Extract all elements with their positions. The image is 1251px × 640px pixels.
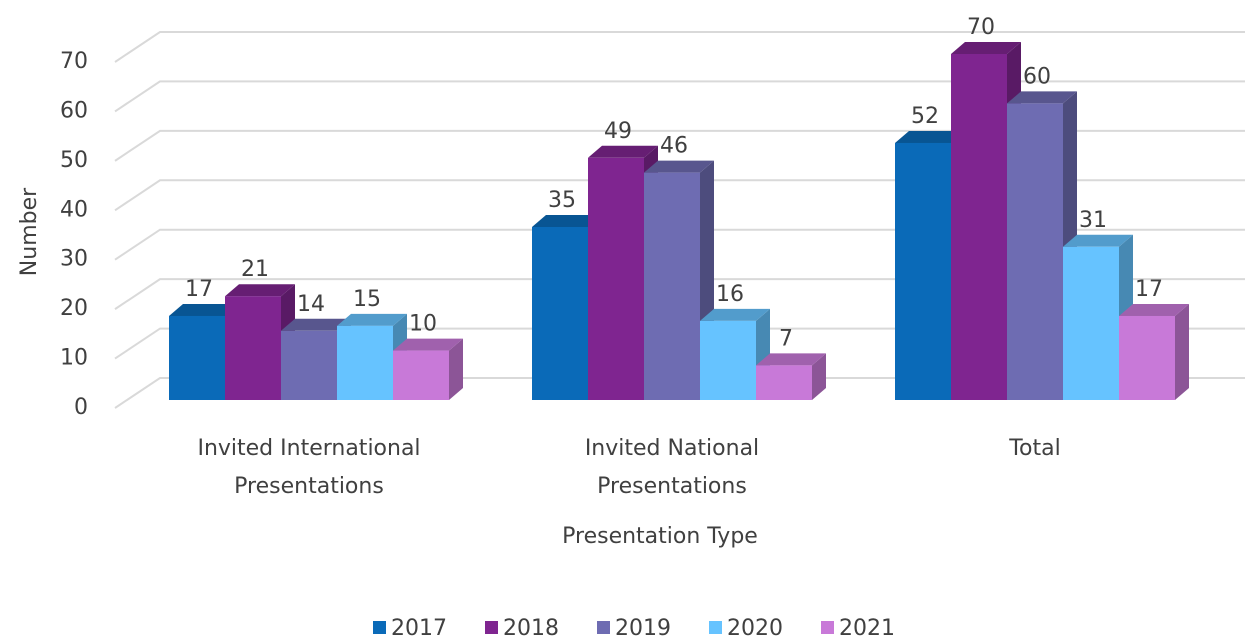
data-label: 52 — [911, 104, 939, 129]
bar-face — [225, 296, 281, 400]
bar-face — [812, 353, 826, 400]
bar-face — [951, 54, 1007, 400]
bar-face — [449, 338, 463, 400]
y-tick-label: 50 — [60, 148, 88, 173]
legend-label: 2021 — [839, 616, 895, 640]
legend-label: 2018 — [503, 616, 559, 640]
grid-line — [114, 327, 1245, 360]
y-tick-label: 70 — [60, 49, 88, 74]
bar-face — [756, 365, 812, 400]
grid-line — [114, 377, 1245, 409]
legend-swatch — [821, 621, 834, 634]
data-label: 14 — [297, 292, 325, 317]
data-label: 10 — [409, 312, 437, 337]
bar-face — [895, 130, 965, 143]
x-tick-label: Invited National Presentations — [584, 436, 760, 499]
grid-line — [114, 129, 1245, 162]
x-axis-title: Presentation Type — [562, 524, 758, 549]
data-label: 16 — [716, 282, 744, 307]
bar-face — [588, 157, 644, 400]
data-label: 46 — [660, 134, 688, 159]
bar — [1119, 303, 1189, 400]
data-label: 31 — [1079, 208, 1107, 233]
y-tick-label: 10 — [60, 346, 88, 371]
bar-face — [700, 308, 770, 321]
data-label: 35 — [548, 188, 576, 213]
data-label: 15 — [353, 287, 381, 312]
data-label: 60 — [1023, 64, 1051, 89]
y-tick-label: 20 — [60, 296, 88, 321]
bar-face — [281, 318, 351, 331]
bar-face — [1063, 234, 1133, 247]
data-label: 70 — [967, 15, 995, 40]
grid-line — [114, 80, 1245, 113]
bar-face — [951, 42, 1021, 54]
bar-face — [895, 142, 951, 400]
data-label: 49 — [604, 119, 632, 144]
grid-line — [114, 278, 1245, 310]
x-tick-label: Invited International Presentations — [197, 436, 421, 499]
grid-line — [114, 228, 1245, 261]
bar-face — [393, 350, 449, 400]
y-tick-label: 60 — [60, 98, 88, 123]
data-label: 17 — [1135, 277, 1163, 302]
bar-face — [169, 315, 225, 400]
bar-face — [1007, 103, 1063, 400]
legend-label: 2019 — [615, 616, 671, 640]
y-axis-title: Number — [17, 187, 42, 276]
y-tick-label: 40 — [60, 197, 88, 222]
bar-face — [644, 160, 714, 173]
bar-face — [393, 338, 463, 351]
bar-face — [756, 353, 826, 366]
bar — [756, 353, 826, 400]
legend-label: 2017 — [391, 616, 447, 640]
bar — [393, 338, 463, 400]
bar-face — [644, 172, 700, 400]
bar-face — [225, 284, 295, 297]
legend-swatch — [373, 621, 386, 634]
bar-face — [281, 330, 337, 400]
data-label: 21 — [241, 257, 269, 282]
bar-face — [337, 325, 393, 400]
x-tick-label: Total — [1009, 436, 1061, 461]
bar-face — [700, 320, 756, 400]
bar-face — [1007, 91, 1077, 104]
grid-line — [114, 31, 1245, 63]
data-label: 7 — [779, 326, 793, 351]
bar-face — [588, 145, 658, 158]
y-tick-label: 0 — [74, 395, 88, 420]
bar — [588, 145, 658, 400]
bar-face — [1063, 246, 1119, 400]
bar-face — [1119, 303, 1189, 316]
bar-face — [1175, 303, 1189, 400]
data-label: 17 — [185, 277, 213, 302]
legend-swatch — [485, 621, 498, 634]
bar-face — [532, 215, 602, 227]
bar-face — [1119, 315, 1175, 400]
legend-swatch — [597, 621, 610, 634]
bar-face — [169, 303, 239, 316]
legend-label: 2020 — [727, 616, 783, 640]
grid-line — [114, 179, 1245, 212]
y-tick-label: 30 — [60, 247, 88, 272]
legend-swatch — [709, 621, 722, 634]
bar-face — [337, 313, 407, 326]
bar-face — [532, 227, 588, 400]
